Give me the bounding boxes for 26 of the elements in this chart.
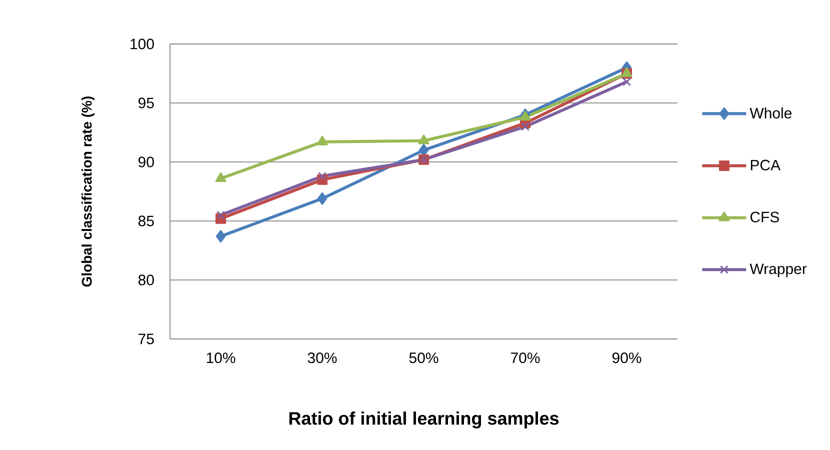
point	[318, 172, 327, 180]
x-tick-label: 70%	[511, 352, 540, 364]
y-tick-label: 90	[138, 156, 154, 168]
legend-label: Whole	[750, 107, 792, 118]
point	[520, 122, 530, 131]
y-tick-label: 80	[138, 274, 154, 286]
x-tick-label: 30%	[308, 352, 337, 364]
point	[622, 77, 632, 86]
x-axis-title: Ratio of initial learning samples	[289, 412, 559, 428]
point	[215, 172, 226, 182]
x-tick-label: 50%	[409, 352, 438, 364]
y-tick-label: 95	[138, 98, 154, 108]
point	[317, 192, 328, 205]
legend-label: CFS	[750, 212, 779, 222]
point	[216, 210, 226, 220]
y-tick-label: 100	[130, 38, 154, 50]
x-tick-label: 90%	[612, 352, 642, 364]
y-axis-title: Global classification rate (%)	[81, 96, 95, 287]
point	[216, 230, 226, 243]
legend-label: PCA	[750, 160, 780, 170]
x-tick-label: 10%	[206, 352, 236, 364]
y-tick-label: 75	[138, 334, 154, 344]
point	[316, 136, 328, 146]
legend-label: Wrapper	[750, 264, 807, 278]
y-tick-label: 85	[138, 216, 154, 226]
point	[418, 134, 430, 144]
